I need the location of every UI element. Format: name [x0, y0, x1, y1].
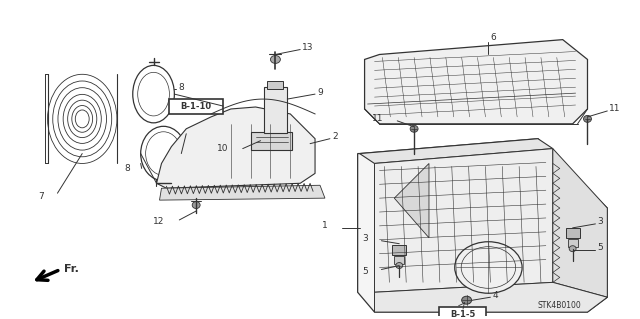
Text: 9: 9 [317, 88, 323, 97]
Ellipse shape [569, 246, 576, 252]
Text: 13: 13 [302, 43, 314, 52]
Text: Fr.: Fr. [65, 264, 79, 274]
Polygon shape [374, 282, 607, 312]
Text: 5: 5 [362, 267, 367, 276]
Ellipse shape [455, 242, 522, 293]
Ellipse shape [271, 56, 280, 63]
Bar [251, 132, 292, 150]
Bar [268, 81, 284, 89]
Text: 6: 6 [490, 33, 496, 42]
Ellipse shape [584, 115, 591, 122]
Polygon shape [374, 149, 553, 292]
Text: STK4B0100: STK4B0100 [538, 300, 582, 310]
Text: 8: 8 [179, 83, 184, 92]
Bar [568, 239, 577, 247]
Ellipse shape [410, 125, 418, 132]
Text: 11: 11 [609, 105, 621, 114]
Text: 8: 8 [124, 164, 130, 173]
Polygon shape [360, 139, 553, 163]
Text: 4: 4 [492, 291, 498, 300]
Polygon shape [159, 185, 325, 200]
Bar [394, 256, 404, 263]
Ellipse shape [461, 296, 472, 304]
Text: 11: 11 [372, 115, 383, 123]
Text: 5: 5 [597, 243, 603, 252]
Text: 12: 12 [153, 218, 164, 226]
Bar [264, 87, 287, 133]
Polygon shape [157, 107, 315, 188]
Text: 10: 10 [218, 144, 229, 153]
Bar [392, 245, 406, 255]
Text: 3: 3 [362, 234, 367, 243]
Text: 7: 7 [38, 192, 44, 201]
Text: B-1-5: B-1-5 [450, 309, 476, 319]
Text: 1: 1 [322, 221, 328, 230]
Text: 2: 2 [332, 132, 337, 141]
Text: B-1-10: B-1-10 [180, 102, 212, 112]
Polygon shape [553, 149, 607, 297]
Bar [439, 307, 486, 319]
Ellipse shape [396, 263, 403, 269]
Polygon shape [394, 163, 429, 238]
Bar [566, 228, 580, 238]
Text: 3: 3 [597, 218, 603, 226]
Polygon shape [358, 139, 607, 312]
Polygon shape [365, 40, 588, 124]
Bar [170, 99, 223, 114]
Ellipse shape [192, 202, 200, 209]
